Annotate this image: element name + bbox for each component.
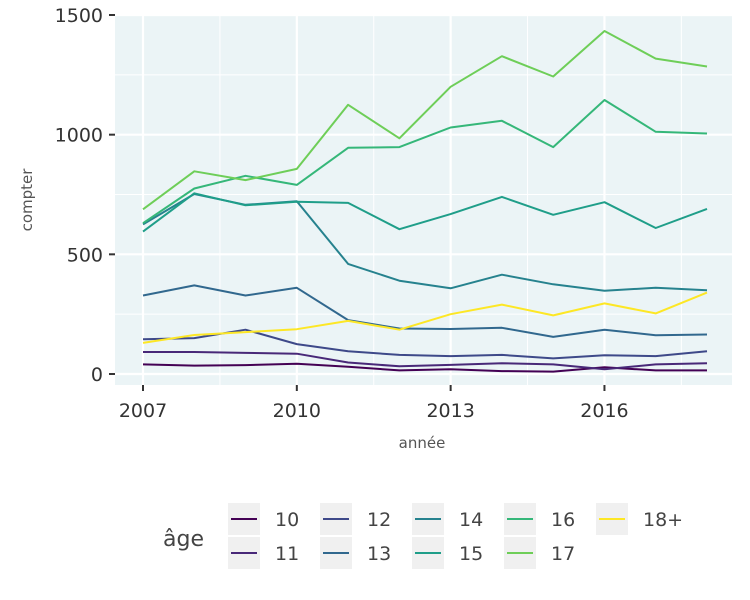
legend-item-10: 10 — [228, 503, 299, 535]
x-tick-label: 2013 — [426, 400, 474, 422]
x-tick-label: 2007 — [119, 400, 167, 422]
legend-label: 16 — [551, 509, 575, 531]
legend-item-17: 17 — [504, 537, 575, 569]
series-line-11 — [143, 351, 708, 371]
y-tick-label: 1000 — [55, 125, 103, 147]
legend-item-18+: 18+ — [596, 503, 683, 535]
legend-label: 18+ — [643, 509, 683, 531]
series-lines — [142, 30, 708, 373]
legend-title: âge — [163, 527, 204, 552]
y-axis-title: compter — [18, 168, 36, 232]
legend-label: 17 — [551, 543, 575, 565]
y-tick-label: 1500 — [55, 5, 103, 27]
grid-lines — [115, 13, 732, 385]
legend-label: 10 — [275, 509, 299, 531]
legend-item-11: 11 — [228, 537, 299, 569]
legend-label: 15 — [459, 543, 483, 565]
axes: 2007 2010 2013 2016 0 500 1000 1500 — [55, 5, 629, 422]
legend-label: 12 — [367, 509, 391, 531]
series-line-15 — [142, 192, 708, 233]
series-line-13 — [142, 284, 708, 338]
legend-item-14: 14 — [412, 503, 483, 535]
legend-label: 14 — [459, 509, 483, 531]
y-tick-label: 0 — [91, 364, 103, 386]
legend-item-16: 16 — [504, 503, 575, 535]
x-axis-title: année — [399, 434, 446, 452]
legend-item-15: 15 — [412, 537, 483, 569]
legend: âge 10 11 12 13 14 15 16 17 18+ — [163, 503, 683, 569]
series-line-17 — [142, 30, 708, 211]
legend-label: 13 — [367, 543, 391, 565]
x-tick-label: 2016 — [580, 400, 628, 422]
series-line-12 — [142, 328, 708, 360]
legend-label: 11 — [275, 543, 299, 565]
y-tick-label: 500 — [67, 244, 103, 266]
series-line-18+ — [142, 291, 708, 344]
legend-item-13: 13 — [320, 537, 391, 569]
x-tick-label: 2010 — [273, 400, 321, 422]
legend-item-12: 12 — [320, 503, 391, 535]
